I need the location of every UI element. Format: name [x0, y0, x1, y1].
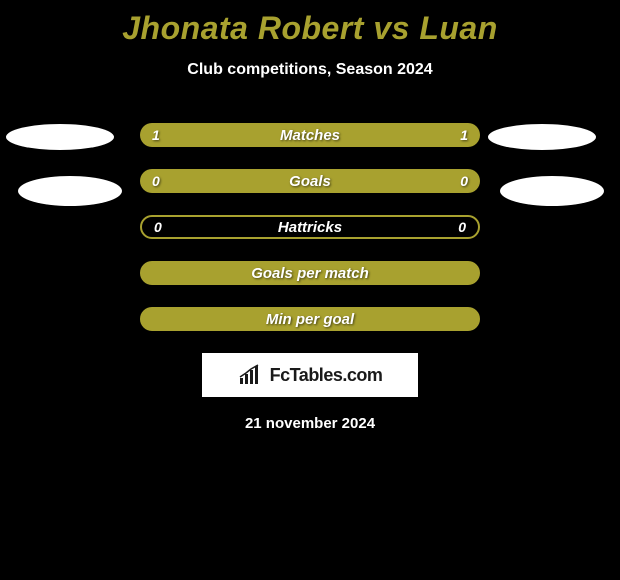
stat-value-right: 1 [460, 127, 468, 143]
stat-label: Goals [140, 173, 480, 190]
stat-row-goals: 0 Goals 0 [140, 169, 480, 193]
stat-label: Hattricks [142, 219, 478, 236]
stat-label: Min per goal [142, 311, 478, 328]
avatar-left-top [6, 124, 114, 150]
bar-chart-icon [238, 364, 264, 386]
stat-label: Goals per match [142, 265, 478, 282]
stat-row-matches: 1 Matches 1 [140, 123, 480, 147]
stat-row-min-per-goal: Min per goal [140, 307, 480, 331]
page-subtitle: Club competitions, Season 2024 [0, 61, 620, 79]
comparison-infographic: Jhonata Robert vs Luan Club competitions… [0, 0, 620, 580]
stat-rows: 1 Matches 1 0 Goals 0 0 Hattricks 0 Goal… [0, 123, 620, 331]
stat-row-hattricks: 0 Hattricks 0 [140, 215, 480, 239]
stat-label: Matches [140, 127, 480, 144]
stat-value-right: 0 [458, 219, 466, 235]
logo: FcTables.com [202, 353, 418, 397]
date-text: 21 november 2024 [0, 415, 620, 432]
avatar-right-top [488, 124, 596, 150]
avatar-left-bottom [18, 176, 122, 206]
page-title: Jhonata Robert vs Luan [0, 0, 620, 47]
stat-value-right: 0 [460, 173, 468, 189]
logo-text: FcTables.com [270, 365, 383, 386]
stat-row-goals-per-match: Goals per match [140, 261, 480, 285]
avatar-right-bottom [500, 176, 604, 206]
